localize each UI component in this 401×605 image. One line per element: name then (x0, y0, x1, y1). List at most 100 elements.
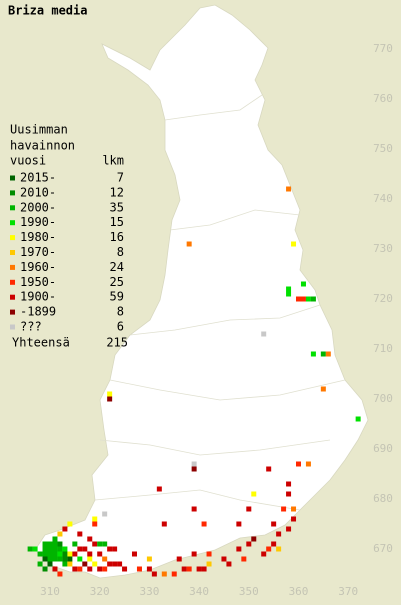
legend-label: ??? (20, 320, 42, 334)
observation-square (281, 506, 287, 512)
legend-label: 1950- (20, 275, 56, 289)
legend-swatch (10, 294, 15, 300)
observation-square (191, 506, 197, 512)
observation-square (67, 551, 73, 557)
legend-label: 2015- (20, 171, 56, 185)
legend-count: 7 (117, 171, 124, 185)
observation-square (310, 296, 316, 302)
observation-square (291, 516, 297, 522)
y-tick-label: 700 (373, 392, 393, 405)
observation-square (286, 526, 292, 532)
observation-square (92, 516, 98, 522)
observation-square (97, 541, 103, 547)
observation-square (276, 531, 282, 537)
legend-count: 15 (110, 215, 124, 229)
observation-square (102, 541, 108, 547)
observation-square (62, 556, 68, 562)
observation-square (102, 511, 108, 517)
observation-square (286, 481, 292, 487)
observation-square (286, 491, 292, 497)
legend-label: 1970- (20, 245, 56, 259)
observation-square (146, 556, 152, 562)
y-tick-label: 760 (373, 92, 393, 105)
legend-count: 8 (117, 305, 124, 319)
observation-square (206, 551, 212, 557)
observation-square (146, 566, 152, 572)
observation-square (320, 386, 326, 392)
observation-square (57, 541, 63, 547)
legend-label: 2000- (20, 200, 56, 214)
legend-heading: Uusimman (10, 123, 68, 137)
observation-square (62, 561, 68, 567)
observation-square (186, 241, 192, 247)
observation-square (296, 461, 301, 467)
observation-square (112, 546, 118, 552)
observation-square (251, 491, 257, 497)
observation-square (42, 541, 48, 547)
observation-square (57, 546, 63, 552)
observation-square (72, 566, 78, 572)
observation-square (261, 331, 267, 337)
legend-count-heading: lkm (102, 154, 124, 168)
country-outline (34, 4, 369, 579)
observation-square (52, 541, 58, 547)
observation-square (97, 551, 103, 557)
legend: 2015- 7 2010- 12 2000- 35 1990- 15 1980- 16 1970- 8… (10, 171, 124, 334)
observation-square (47, 541, 53, 547)
observation-square (246, 541, 252, 547)
observation-square (186, 566, 192, 572)
observation-square (151, 571, 157, 577)
observation-square (266, 546, 272, 552)
observation-square (310, 351, 316, 357)
observation-square (87, 566, 93, 572)
observation-square (300, 296, 306, 302)
observation-square (206, 561, 212, 567)
observation-square (87, 551, 93, 557)
observation-square (32, 546, 38, 552)
observation-square (67, 521, 73, 527)
observation-square (47, 551, 53, 557)
legend-total: 215 (106, 336, 128, 350)
y-tick-label: 680 (373, 492, 393, 505)
observation-square (42, 566, 48, 572)
observation-square (286, 286, 292, 292)
legend-count: 24 (110, 260, 124, 274)
y-tick-label: 710 (373, 342, 393, 355)
legend-total-label: Yhteensä (12, 336, 70, 350)
observation-squares (27, 186, 361, 577)
legend-count: 12 (110, 185, 124, 199)
observation-square (131, 551, 137, 557)
observation-square (271, 521, 277, 527)
observation-square (286, 186, 292, 192)
observation-square (92, 541, 98, 547)
observation-square (42, 546, 48, 552)
observation-square (291, 506, 297, 512)
observation-square (117, 561, 123, 567)
observation-square (52, 536, 58, 542)
observation-square (296, 296, 301, 302)
region-borders (94, 94, 346, 511)
observation-square (27, 546, 33, 552)
observation-square (107, 546, 113, 552)
observation-square (42, 551, 48, 557)
x-tick-label: 340 (189, 585, 209, 598)
legend-count: 6 (117, 320, 124, 334)
observation-square (82, 546, 88, 552)
legend-count: 25 (110, 275, 124, 289)
observation-square (236, 521, 242, 527)
observation-square (97, 566, 103, 572)
observation-square (191, 551, 197, 557)
legend-label: 2010- (20, 185, 56, 199)
observation-square (286, 291, 292, 297)
observation-square (52, 556, 58, 562)
legend-swatch (10, 324, 15, 330)
observation-square (261, 551, 267, 557)
observation-square (300, 281, 306, 287)
observation-square (320, 351, 326, 357)
legend-heading: vuosi (10, 154, 46, 168)
observation-square (325, 351, 331, 357)
observation-square (221, 556, 227, 562)
observation-square (77, 556, 83, 562)
observation-square (251, 536, 257, 542)
